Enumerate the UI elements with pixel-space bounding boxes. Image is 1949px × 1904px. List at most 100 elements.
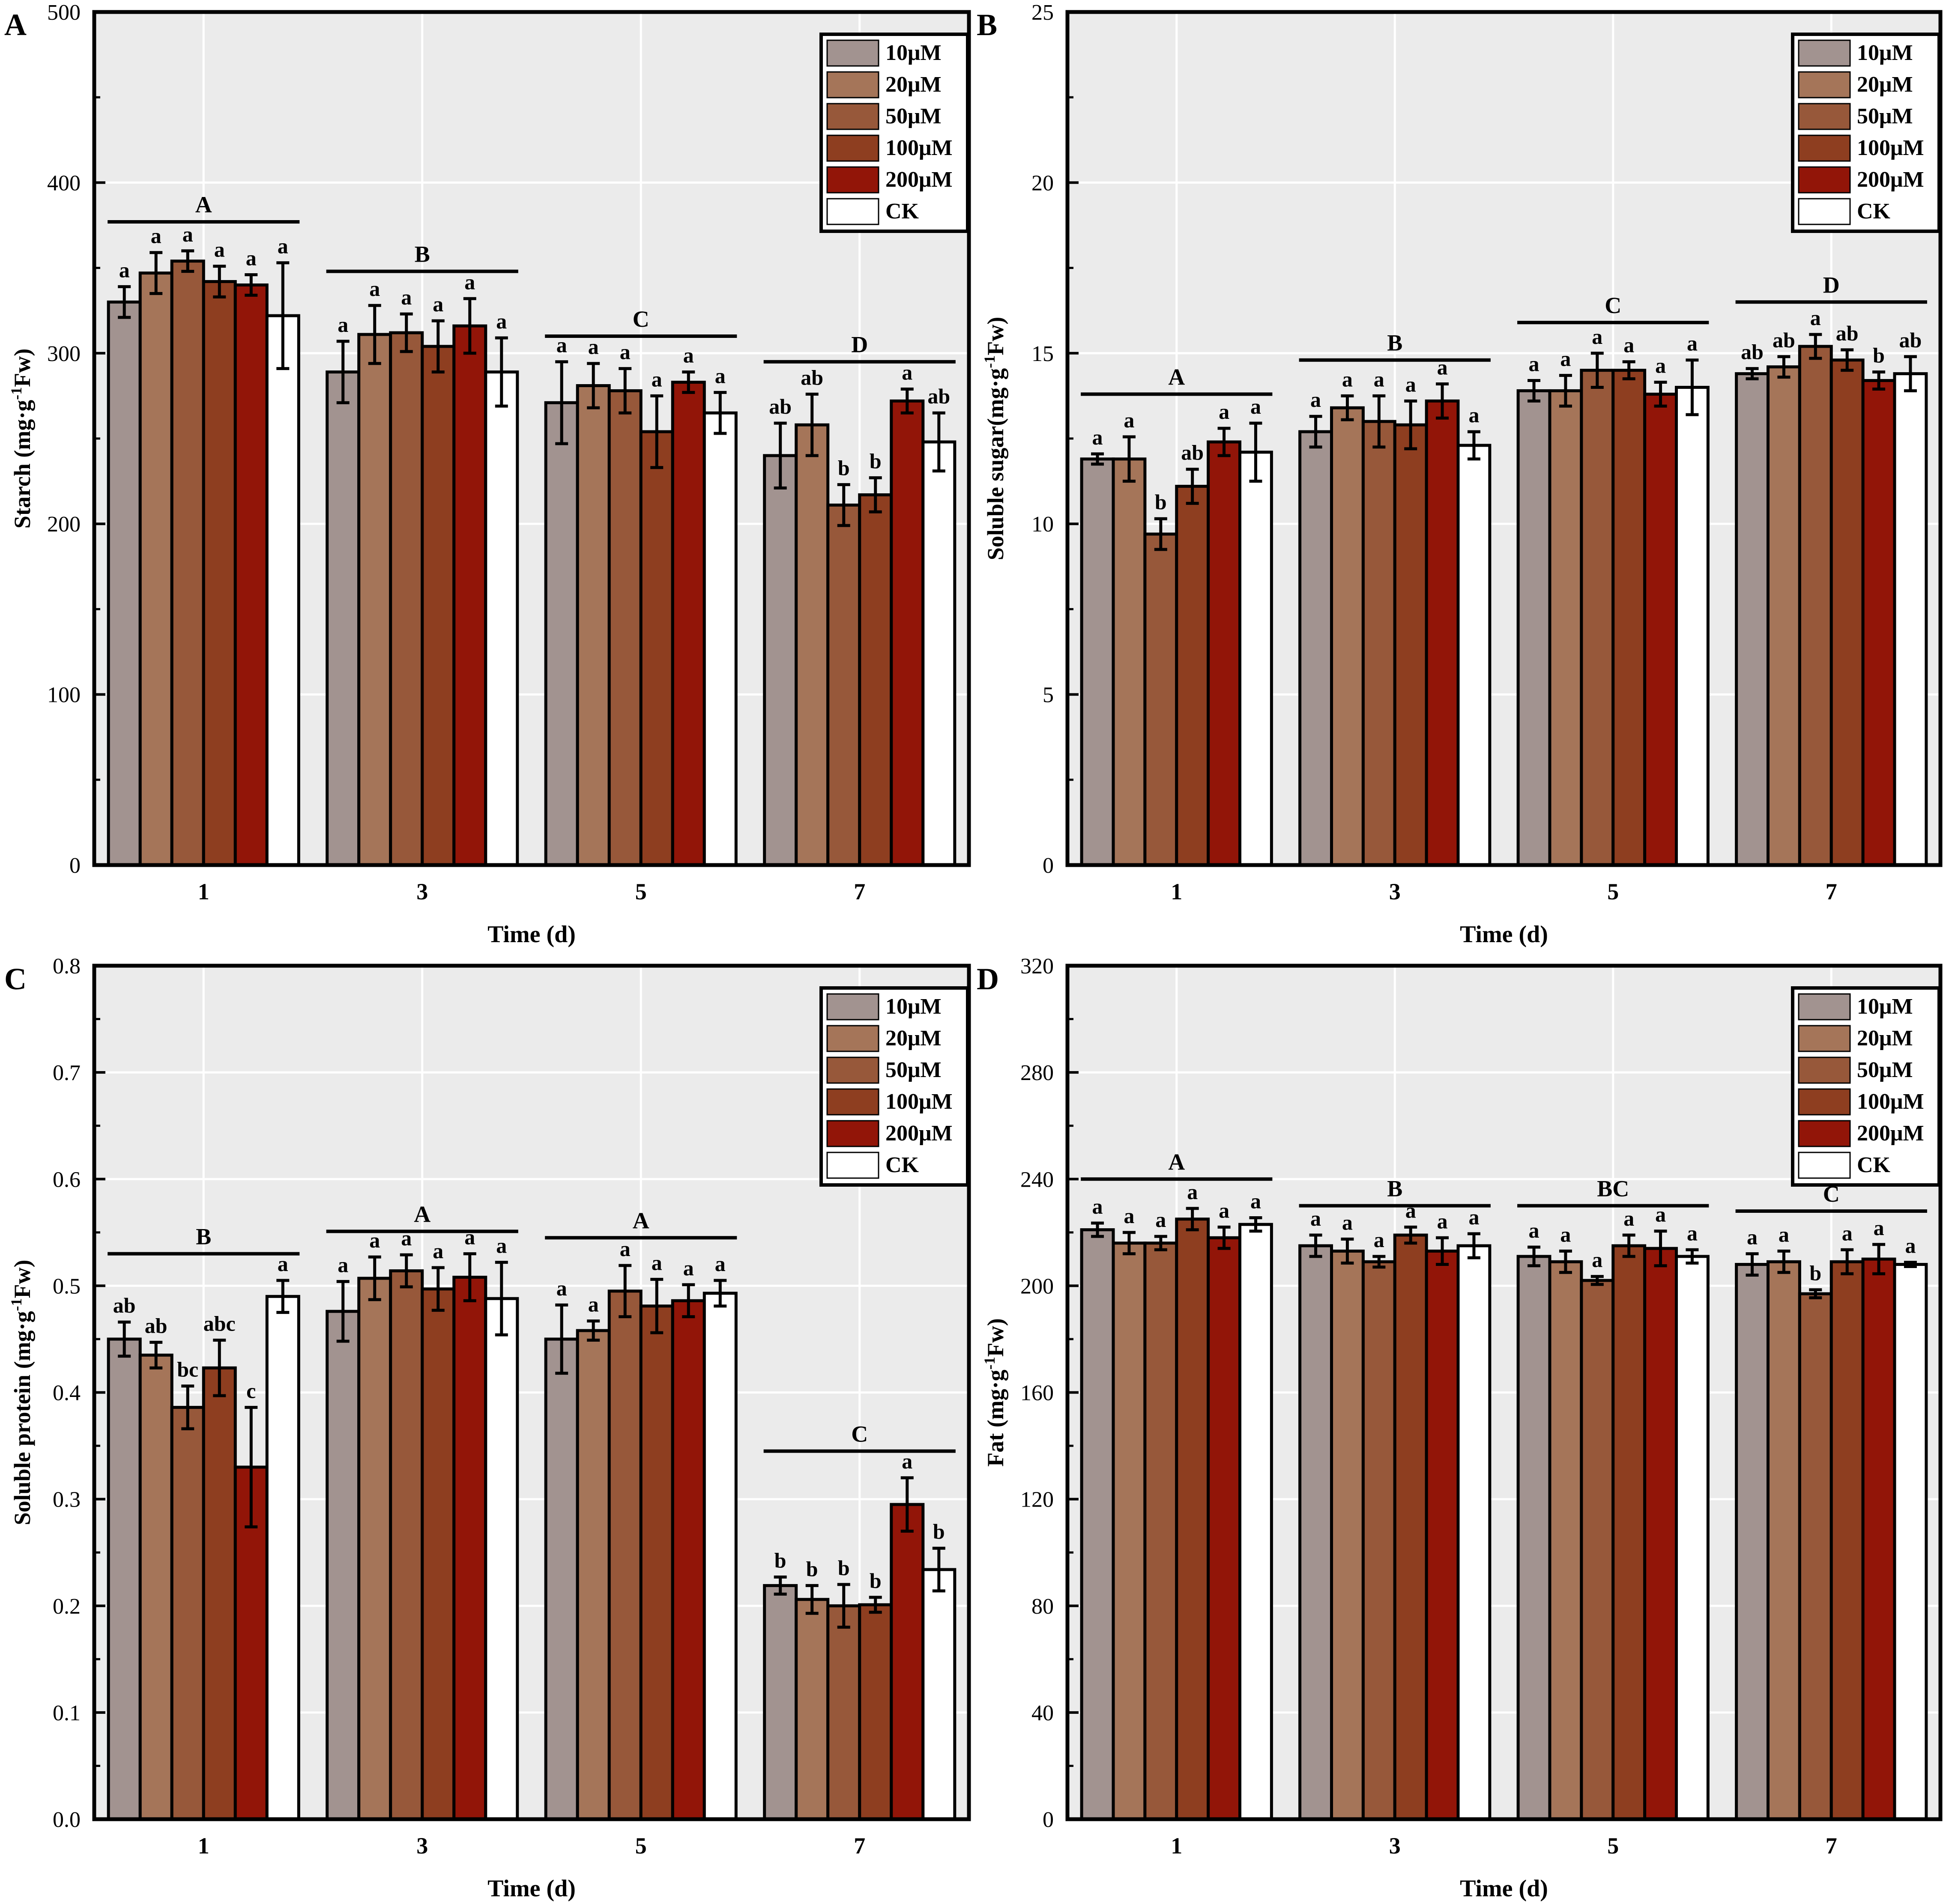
significance-letter: a [1592, 325, 1602, 349]
legend-label: 50μM [885, 1058, 942, 1082]
bar-ck-day3 [1456, 444, 1492, 867]
bar-50um-day3 [1361, 1260, 1396, 1821]
group-letter: A [195, 192, 212, 218]
significance-letter: a [715, 1252, 726, 1276]
bar-20um-day3 [357, 1277, 392, 1821]
bar-200um-day7 [890, 399, 925, 867]
bar-20um-day3 [1330, 1249, 1365, 1821]
significance-letter: a [902, 1449, 912, 1473]
legend-swatch [1798, 134, 1851, 162]
x-tick-label: 7 [1826, 879, 1837, 904]
legend: 10μM 20μM 50μM 100μM 200μM CK [1791, 33, 1941, 233]
legend: 10μM 20μM 50μM 100μM 200μM CK [1791, 986, 1941, 1187]
chart-panel-a: aaaabaaaabaaabaaabaaaaaaaabABCD010020030… [4, 0, 971, 948]
bar-20um-day1 [138, 272, 173, 867]
legend-label: CK [1857, 1153, 1891, 1177]
y-axis-label-main: Soluble protein (mg·g [9, 1311, 35, 1525]
bar-20um-day5 [576, 1329, 611, 1821]
legend-label: 10μM [1857, 41, 1913, 65]
bar-20um-day1 [138, 1353, 173, 1821]
bar-20um-day1 [1112, 457, 1147, 867]
plot-frame [92, 10, 971, 867]
significance-letter: ab [1836, 321, 1859, 345]
bar-100um-day1 [1175, 1218, 1210, 1821]
legend-label: CK [885, 199, 919, 224]
legend-label: 100μM [885, 136, 953, 160]
y-axis-label-main: Starch (mg·g [9, 400, 35, 528]
y-tick-label: 400 [47, 171, 81, 195]
panel-letter: B [977, 8, 997, 42]
legend-label: 20μM [885, 72, 942, 97]
y-tick-label: 200 [1020, 1274, 1054, 1298]
legend-label: CK [1857, 199, 1891, 224]
bar-10um-day7 [763, 1584, 798, 1821]
bar-20um-day7 [795, 1598, 830, 1821]
significance-letter: a [1810, 306, 1821, 330]
legend-swatch [826, 134, 879, 162]
significance-letter: a [433, 292, 443, 316]
y-axis-label-superscript: -1 [981, 355, 998, 368]
group-letter: C [633, 306, 649, 332]
significance-letter: a [1468, 1205, 1479, 1229]
x-tick-label: 1 [198, 879, 209, 904]
significance-letter: ab [1773, 328, 1795, 352]
significance-letter: a [1405, 372, 1416, 396]
bar-50um-day3 [389, 1269, 424, 1821]
bar-200um-day3 [1425, 399, 1460, 867]
y-tick-label: 0.0 [53, 1808, 81, 1832]
y-axis-label-superscript: -1 [981, 1357, 998, 1370]
y-tick-label: 0.3 [53, 1488, 81, 1512]
x-tick-label: 3 [1389, 879, 1401, 904]
bar-ck-day3 [484, 370, 519, 867]
panel-letter: D [977, 962, 999, 996]
significance-letter: a [1779, 1222, 1789, 1246]
bar-100um-day7 [858, 493, 893, 867]
bar-50um-day7 [826, 503, 861, 867]
significance-letter: a [1623, 333, 1634, 357]
significance-letter: a [1342, 367, 1353, 391]
legend-label: 200μM [1857, 167, 1924, 192]
y-tick-label: 5 [1043, 683, 1054, 707]
significance-letter: b [838, 456, 850, 480]
bar-10um-day3 [1298, 1244, 1333, 1821]
bar-100um-day1 [202, 1366, 237, 1821]
significance-letter: a [401, 285, 412, 309]
bar-200um-day7 [890, 1503, 925, 1821]
bar-ck-day7 [1893, 372, 1928, 867]
x-tick-label: 3 [416, 879, 428, 904]
y-tick-label: 20 [1031, 171, 1054, 195]
legend-swatch [826, 1088, 879, 1116]
legend-label: 100μM [1857, 1089, 1924, 1114]
bar-ck-day7 [921, 440, 957, 867]
group-letter: B [1387, 1176, 1402, 1202]
bar-50um-day5 [1580, 1279, 1615, 1821]
bar-50um-day5 [607, 1289, 643, 1821]
legend-swatch [1798, 1152, 1851, 1179]
significance-letter: a [1405, 1198, 1416, 1222]
significance-letter: a [119, 258, 130, 282]
significance-letter: a [652, 367, 662, 391]
y-tick-label: 120 [1020, 1488, 1054, 1512]
x-tick-label: 5 [635, 879, 647, 904]
significance-letter: a [1374, 1228, 1384, 1252]
bar-100um-day3 [1393, 423, 1428, 867]
significance-letter: abc [203, 1311, 236, 1335]
bar-ck-day1 [265, 314, 300, 867]
significance-letter: b [774, 1548, 786, 1572]
legend-label: 100μM [885, 1089, 953, 1114]
y-axis-label: Fat (mg·g-1Fw) [981, 1318, 1008, 1466]
x-tick-label: 1 [1171, 1833, 1182, 1859]
bar-ck-day1 [265, 1295, 300, 1821]
bar-50um-day1 [1143, 1241, 1178, 1821]
significance-letter: a [1747, 1225, 1758, 1249]
significance-letter: a [1092, 425, 1103, 449]
y-tick-label: 200 [47, 512, 81, 537]
bar-10um-day1 [107, 1337, 142, 1821]
legend-swatch [826, 71, 879, 98]
bar-100um-day1 [1175, 485, 1210, 867]
bar-20um-day5 [1548, 389, 1583, 867]
significance-letter: ab [145, 1313, 167, 1337]
bar-50um-day5 [1580, 369, 1615, 867]
